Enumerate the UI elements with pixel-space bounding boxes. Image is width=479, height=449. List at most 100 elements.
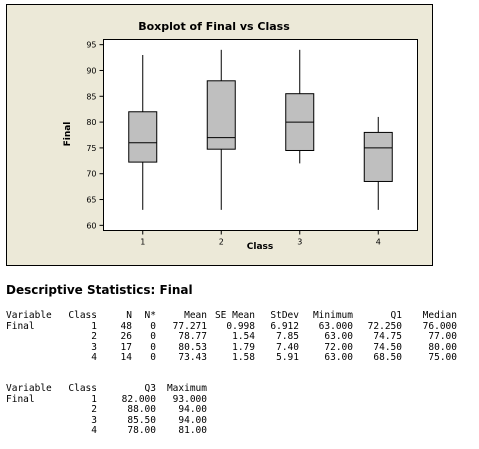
y-axis: 60 65 70 75 80 85 90 95 [86, 41, 104, 230]
table-cell: Final [6, 393, 35, 405]
table-cell: 0 [150, 352, 156, 364]
table-header-row: Variable Class Q3 Maximum [6, 383, 207, 395]
table-cell [6, 353, 59, 364]
y-tick-label: 95 [86, 41, 96, 50]
table-cell: 6.912 [270, 320, 299, 332]
table-cell: 85.50 [127, 414, 156, 426]
table-cell: 0.998 [226, 320, 255, 332]
y-tick-label: 75 [86, 144, 96, 153]
table-cell: 78.77 [178, 331, 207, 343]
column-header: Class [68, 383, 97, 394]
column-header: N* [144, 310, 156, 321]
y-tick-label: 80 [86, 118, 96, 127]
x-axis-label: Class [247, 242, 273, 252]
table-cell: 3 [91, 341, 97, 353]
table-cell: 1 [91, 393, 97, 405]
table-row: 2 88.00 94.00 [6, 405, 207, 416]
table-cell: 81.00 [178, 425, 207, 437]
table-cell [6, 416, 59, 427]
table-cell: 80.53 [178, 341, 207, 353]
x-axis: 1 2 3 4 [140, 230, 381, 247]
table-cell: 17 [120, 341, 132, 353]
table-cell: 1.54 [232, 331, 255, 343]
y-tick-label: 90 [86, 66, 96, 75]
box-class-4 [363, 131, 393, 182]
y-tick-label: 70 [86, 170, 96, 179]
column-header: N [126, 310, 132, 321]
column-header: Q3 [144, 383, 156, 394]
table-row: 4 78.00 81.00 [6, 426, 207, 437]
chart-title: Boxplot of Final vs Class [138, 20, 290, 33]
table-cell: 3 [91, 414, 97, 426]
table-cell: 1.79 [232, 341, 255, 353]
column-header: Maximum [166, 383, 207, 394]
table-cell: 73.43 [178, 352, 207, 364]
column-header: StDev [270, 310, 299, 321]
table-cell: 4 [91, 352, 97, 364]
table-cell: 76.000 [422, 320, 457, 332]
column-header: Minimum [312, 310, 353, 321]
boxes-group [128, 49, 393, 210]
table-cell: 7.40 [276, 341, 299, 353]
table-cell: 2 [91, 404, 97, 416]
column-header: Median [422, 310, 457, 321]
table-cell: 93.000 [172, 393, 207, 405]
table-cell: 2 [91, 331, 97, 343]
stats-table-1: Variable Class N N* Mean SE Mean StDev Minimum Q… [6, 310, 457, 364]
y-axis-label: Final [63, 122, 73, 147]
table-cell [6, 332, 59, 343]
table-cell: 88.00 [127, 404, 156, 416]
table-cell: 78.00 [127, 425, 156, 437]
column-header: Variable [6, 310, 52, 321]
table-row: Final 1 82.000 93.000 [6, 393, 207, 406]
table-cell: 14 [120, 352, 132, 364]
table-cell: 72.00 [324, 341, 353, 353]
table-row: 3 85.50 94.00 [6, 414, 207, 427]
table-cell: 1.58 [232, 352, 255, 364]
table-cell [6, 405, 59, 416]
y-tick-label: 65 [86, 196, 96, 205]
table-cell: 7.85 [276, 331, 299, 343]
table-row: 2 26 0 78.77 1.54 7.85 63.00 74.75 77.00 [6, 332, 457, 343]
table-cell: 82.000 [121, 393, 156, 405]
box-class-2 [206, 80, 236, 150]
table-cell: 4 [91, 425, 97, 437]
table-cell: 74.50 [373, 341, 402, 353]
table-cell: 74.75 [373, 331, 402, 343]
table-cell: 0 [150, 341, 156, 353]
stats-title: Descriptive Statistics: Final [6, 283, 193, 297]
x-tick-label: 3 [297, 238, 302, 247]
table-header-row: Variable Class N N* Mean SE Mean StDev Minimum Q… [6, 310, 457, 322]
column-header: Q1 [390, 310, 402, 321]
table-cell: 63.00 [324, 331, 353, 343]
table-cell: Final [6, 320, 35, 332]
column-header: Mean [184, 310, 207, 321]
table-row: 3 17 0 80.53 1.79 7.40 72.00 74.50 80.00 [6, 341, 457, 354]
table-cell: 26 [120, 331, 132, 343]
x-tick-label: 1 [140, 238, 145, 247]
table-cell: 1 [91, 320, 97, 332]
table-cell: 63.000 [318, 320, 353, 332]
y-tick-label: 85 [86, 92, 96, 101]
column-header: SE Mean [214, 310, 255, 321]
table-cell: 75.00 [428, 352, 457, 364]
table-cell [6, 426, 59, 437]
boxplot-chart: Boxplot of Final vs Class Class Final 60… [6, 4, 433, 266]
stats-table-2: Variable Class Q3 Maximum Final 1 82.000 93.000… [6, 383, 207, 437]
table-cell: 48 [120, 320, 132, 332]
table-cell: 80.00 [428, 341, 457, 353]
column-header: Variable [6, 383, 52, 394]
table-cell: 77.00 [428, 331, 457, 343]
table-cell: 94.00 [178, 404, 207, 416]
table-cell: 5.91 [276, 352, 299, 364]
y-tick-label: 60 [86, 221, 96, 230]
table-row: Final 1 48 0 77.271 0.998 6.912 63.000 72.250 76.… [6, 320, 457, 333]
table-cell: 0 [150, 331, 156, 343]
table-cell [6, 343, 59, 354]
column-header: Class [68, 310, 97, 321]
table-cell: 72.250 [367, 320, 402, 332]
box-class-1 [128, 111, 158, 163]
table-row: 4 14 0 73.43 1.58 5.91 63.00 68.50 75.00 [6, 353, 457, 364]
x-tick-label: 4 [376, 238, 381, 247]
table-cell: 63.00 [324, 352, 353, 364]
